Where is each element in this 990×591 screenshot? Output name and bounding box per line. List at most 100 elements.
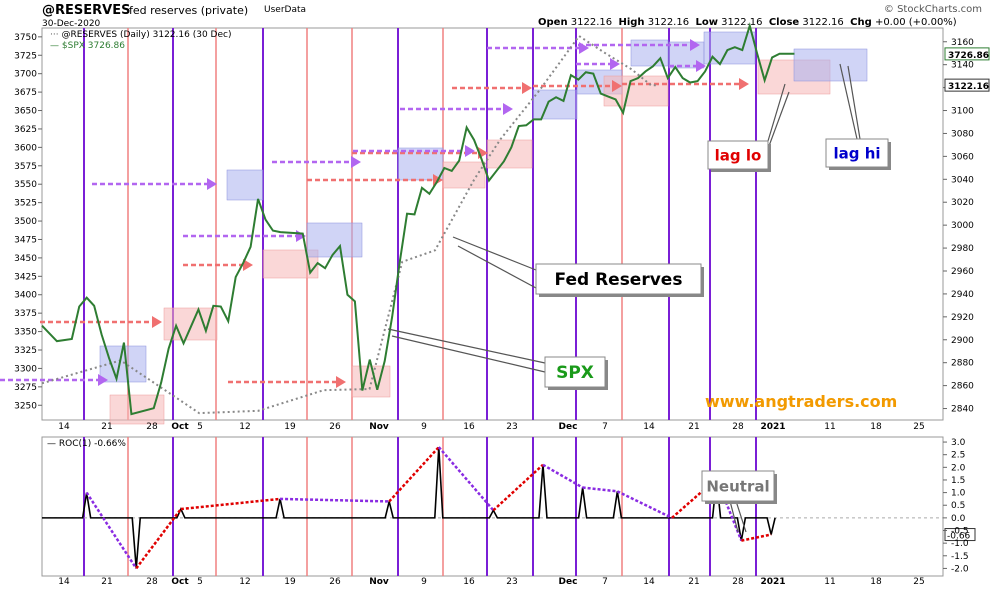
- callout-pointer: [452, 236, 537, 271]
- left-tick-label: 3525: [14, 199, 37, 209]
- right-tick-label: 3020: [951, 198, 974, 208]
- lag-lo-callout-box: [707, 140, 769, 170]
- x-tick-label: 5: [197, 422, 203, 432]
- x-tick-label: 9: [421, 577, 427, 587]
- roc-tick-label: -0.5: [951, 527, 969, 537]
- x-tick-label: 19: [284, 577, 296, 587]
- red-arrowhead: [522, 82, 532, 94]
- blue-box: [226, 169, 264, 201]
- x-tick-label: 18: [870, 422, 882, 432]
- roc-tick-label: 0.0: [951, 514, 966, 524]
- x-tick-label: Dec: [559, 422, 578, 432]
- x-tick-label: 21: [688, 577, 699, 587]
- right-tick-label: 2900: [951, 336, 974, 346]
- x-tick-label: 21: [101, 422, 112, 432]
- lag-hi-callout-label: lag hi: [833, 144, 880, 162]
- left-tick-label: 3475: [14, 235, 37, 245]
- last-value-tag: [944, 47, 990, 61]
- right-tick-label: 2940: [951, 290, 974, 300]
- x-tick-label: 14: [58, 577, 70, 587]
- right-tick-label: 3000: [951, 221, 974, 231]
- roc-tick-label: 3.0: [951, 438, 966, 448]
- purple-arrowhead: [696, 60, 706, 72]
- red-box: [442, 161, 486, 189]
- roc-trend-connector: [741, 533, 772, 542]
- purple-arrowhead: [610, 58, 620, 70]
- right-tick-label: 3140: [951, 61, 974, 71]
- roc-last-tag: [944, 528, 976, 542]
- x-tick-label: 25: [913, 422, 924, 432]
- roc-last-text: -0.66: [947, 532, 971, 542]
- left-tick-label: 3350: [14, 328, 37, 338]
- legend-spx: — $SPX 3726.86: [50, 41, 125, 51]
- right-tick-label: 3100: [951, 107, 974, 117]
- ohlc-bar: Open 3122.16 High 3122.16 Low 3122.16 Cl…: [538, 17, 957, 28]
- x-tick-label: Dec: [559, 577, 578, 587]
- lag-lo-callout-label: lag lo: [715, 146, 762, 164]
- roc-tick-label: -1.0: [951, 539, 969, 549]
- roc-tick-label: 0.5: [951, 501, 965, 511]
- right-tick-label: 2840: [951, 405, 974, 415]
- last-value-tag: [944, 78, 990, 92]
- purple-arrowhead: [690, 39, 700, 51]
- purple-arrowhead: [207, 178, 217, 190]
- right-tick-label: 2980: [951, 244, 974, 254]
- last-value-text: 3122.16: [948, 82, 989, 92]
- x-tick-label: Nov: [369, 422, 389, 432]
- red-arrowhead: [739, 78, 749, 90]
- roc-tick-label: 1.5: [951, 476, 965, 486]
- x-tick-label: Nov: [369, 577, 389, 587]
- right-tick-label: 3040: [951, 175, 974, 185]
- roc-tick-label: 2.5: [951, 451, 965, 461]
- copyright: © StockCharts.com: [883, 4, 982, 15]
- left-tick-label: 3600: [14, 143, 37, 153]
- right-tick-label: 2960: [951, 267, 974, 277]
- x-tick-label: 14: [643, 422, 655, 432]
- roc-trend-connector: [437, 446, 495, 512]
- red-arrowhead: [243, 259, 253, 271]
- x-tick-label: 9: [421, 422, 427, 432]
- callout-pointer: [457, 245, 537, 289]
- symbol-name: fed reserves (private): [129, 4, 249, 17]
- roc-trend-connector: [616, 490, 673, 519]
- callout-pointer: [768, 91, 790, 147]
- roc-tick-label: -2.0: [951, 564, 969, 574]
- left-tick-label: 3650: [14, 107, 37, 117]
- red-arrowhead: [336, 376, 346, 388]
- left-tick-label: 3325: [14, 346, 37, 356]
- left-tick-label: 3450: [14, 254, 37, 264]
- blue-box: [793, 48, 868, 82]
- x-tick-label: 28: [146, 577, 158, 587]
- left-tick-label: 3750: [14, 33, 37, 43]
- data-source: UserData: [264, 5, 307, 15]
- roc-trend-connector: [492, 463, 544, 512]
- roc-trend-connector: [388, 446, 440, 503]
- red-box: [109, 394, 165, 425]
- right-tick-label: 2920: [951, 313, 974, 323]
- x-tick-label: 11: [824, 577, 835, 587]
- x-tick-label: Oct: [171, 577, 189, 587]
- fed-reserves-callout-box: [535, 263, 702, 295]
- x-tick-label: 23: [506, 577, 517, 587]
- x-tick-label: 14: [58, 422, 70, 432]
- left-tick-label: 3250: [14, 401, 37, 411]
- left-tick-label: 3625: [14, 125, 37, 135]
- x-tick-label: 7: [602, 577, 608, 587]
- left-tick-label: 3500: [14, 217, 37, 227]
- spx-series-line: [41, 22, 795, 416]
- right-tick-label: 3160: [951, 38, 974, 48]
- x-tick-label: 2021: [760, 422, 785, 432]
- left-tick-label: 3300: [14, 364, 37, 374]
- red-box: [486, 139, 533, 169]
- x-tick-label: 2021: [760, 577, 785, 587]
- x-tick-label: 28: [732, 422, 744, 432]
- callout-pointer: [735, 500, 747, 533]
- callout-pointer: [839, 63, 858, 140]
- x-tick-label: 26: [329, 577, 341, 587]
- x-tick-label: 14: [643, 577, 655, 587]
- left-tick-label: 3575: [14, 162, 37, 172]
- x-tick-label: 12: [239, 422, 250, 432]
- x-tick-label: 11: [824, 422, 835, 432]
- lag-hi-callout-box: [825, 138, 889, 168]
- left-tick-label: 3550: [14, 180, 37, 190]
